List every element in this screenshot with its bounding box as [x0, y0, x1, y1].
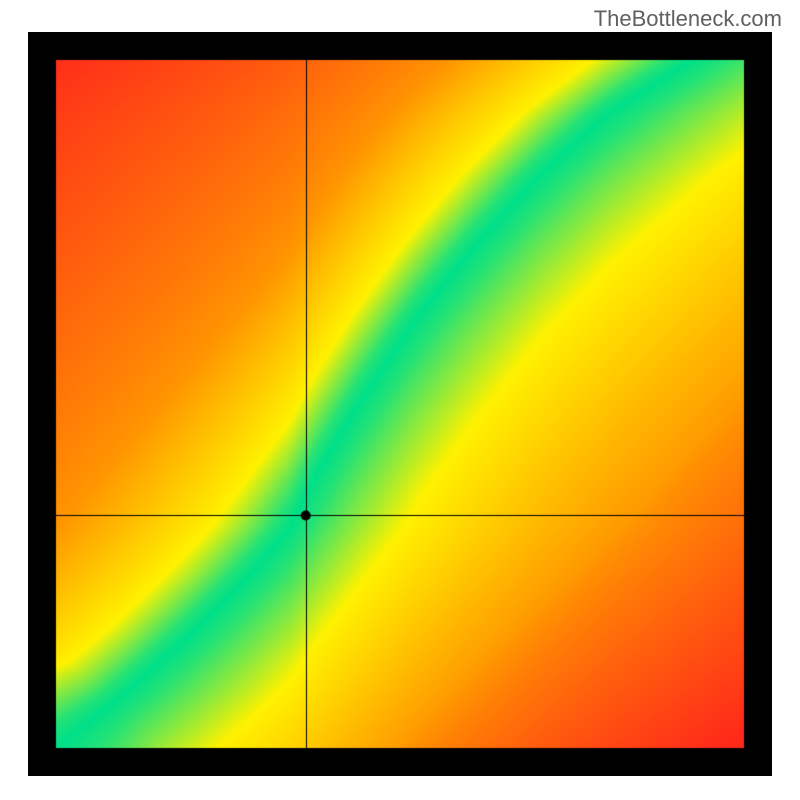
chart-container: TheBottleneck.com: [0, 0, 800, 800]
watermark-text: TheBottleneck.com: [594, 6, 782, 32]
plot-frame: [28, 32, 772, 776]
heatmap-canvas: [28, 32, 772, 776]
